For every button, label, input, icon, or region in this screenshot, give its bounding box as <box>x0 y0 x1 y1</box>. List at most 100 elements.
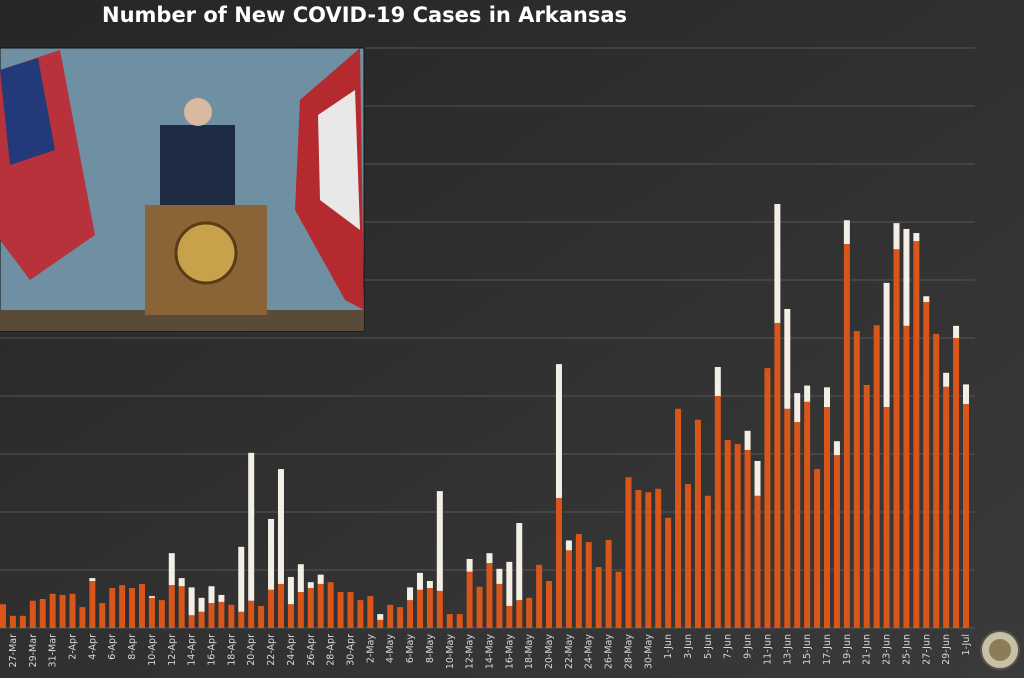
bar-segment <box>158 600 165 628</box>
bar-segment <box>536 564 543 628</box>
bar-segment <box>516 523 523 601</box>
bar-segment <box>89 578 96 582</box>
x-tick-label: 21-Jun <box>862 634 873 665</box>
bar-segment <box>268 518 275 590</box>
bar-segment <box>575 534 582 628</box>
bar-segment <box>794 393 801 423</box>
x-tick-label: 22-May <box>564 634 575 670</box>
x-tick-label: 1-Jun <box>663 634 674 659</box>
podium-seal <box>174 221 238 285</box>
bar-segment <box>655 488 662 628</box>
bar-segment <box>347 592 354 628</box>
us-flag-canton <box>0 58 55 165</box>
x-tick-label: 20-May <box>544 634 555 670</box>
bar-segment <box>138 583 145 628</box>
bar-segment <box>883 407 890 628</box>
bar-segment <box>287 604 294 628</box>
bar-segment <box>843 244 850 629</box>
x-tick-label: 25-Jun <box>901 634 912 665</box>
bar-segment <box>734 444 741 628</box>
video-inset <box>0 47 365 332</box>
bar-segment <box>605 539 612 628</box>
bar-segment <box>387 604 394 628</box>
bar-segment <box>109 587 116 628</box>
bar-segment <box>317 574 324 584</box>
x-tick-label: 30-May <box>643 634 654 670</box>
bar-segment <box>407 600 414 628</box>
bar-segment <box>893 223 900 250</box>
bar-segment <box>377 614 384 620</box>
x-tick-label: 2-May <box>365 634 376 663</box>
bar-segment <box>555 498 562 628</box>
x-tick-label: 3-Jun <box>683 634 694 659</box>
bar-segment <box>416 572 423 590</box>
bar-segment <box>774 204 781 323</box>
bar-segment <box>228 604 235 628</box>
bar-segment <box>198 611 205 628</box>
bar-segment <box>476 586 483 628</box>
bar-segment <box>188 615 195 628</box>
bar-segment <box>645 492 652 628</box>
bar-segment <box>833 455 840 628</box>
bar-segment <box>496 568 503 584</box>
bar-segment <box>337 592 344 628</box>
bar-segment <box>943 386 950 628</box>
bar-segment <box>953 338 960 628</box>
x-tick-label: 14-Apr <box>187 634 198 666</box>
x-tick-label: 27-Mar <box>8 634 19 668</box>
bar-segment <box>506 561 513 606</box>
bar-segment <box>307 582 314 588</box>
bar-segment <box>754 495 761 628</box>
bar-segment <box>486 553 493 564</box>
bar-segment <box>277 469 284 584</box>
x-tick-label: 22-Apr <box>266 634 277 666</box>
x-tick-label: 12-May <box>465 634 476 670</box>
bar-segment <box>258 605 265 628</box>
bar-segment <box>89 581 96 628</box>
bar-segment <box>843 220 850 245</box>
bar-segment <box>833 441 840 456</box>
bar-segment <box>774 322 781 628</box>
x-tick-label: 7-Jun <box>723 634 734 659</box>
bar-segment <box>99 603 106 628</box>
bar-segment <box>675 408 682 628</box>
bar-segment <box>744 430 751 450</box>
bar-segment <box>307 587 314 628</box>
bar-segment <box>585 542 592 628</box>
bar-segment <box>19 615 26 628</box>
bar-segment <box>148 597 155 628</box>
bar-segment <box>873 325 880 628</box>
bar-segment <box>625 477 632 628</box>
bar-segment <box>694 419 701 628</box>
bar-segment <box>963 384 969 405</box>
bar-segment <box>665 517 672 628</box>
state-flag-diamond <box>318 90 360 230</box>
bar-segment <box>218 601 225 628</box>
x-tick-label: 8-Apr <box>127 634 138 660</box>
bar-segment <box>29 600 36 628</box>
bar-segment <box>764 368 771 628</box>
bar-segment <box>794 422 801 628</box>
x-tick-label: 13-Jun <box>782 634 793 665</box>
bars <box>0 204 969 629</box>
bar-segment <box>9 615 16 628</box>
x-tick-label: 18-Apr <box>226 634 237 666</box>
x-tick-label: 10-May <box>445 634 456 670</box>
x-tick-label: 2-Apr <box>67 634 78 660</box>
bar-segment <box>456 614 463 628</box>
bar-segment <box>466 571 473 628</box>
bar-segment <box>168 585 175 628</box>
bar-segment <box>119 585 126 628</box>
bar-segment <box>893 249 900 628</box>
bar-segment <box>238 611 245 628</box>
bar-segment <box>903 325 910 628</box>
x-tick-label: 27-Jun <box>921 634 932 665</box>
bar-segment <box>853 331 860 628</box>
bar-segment <box>426 587 433 628</box>
bar-segment <box>436 590 443 628</box>
bar-segment <box>724 440 731 628</box>
x-tick-label: 20-Apr <box>246 634 257 666</box>
bar-segment <box>555 364 562 499</box>
x-tick-label: 16-May <box>504 634 515 670</box>
x-tick-label: 4-May <box>385 634 396 663</box>
